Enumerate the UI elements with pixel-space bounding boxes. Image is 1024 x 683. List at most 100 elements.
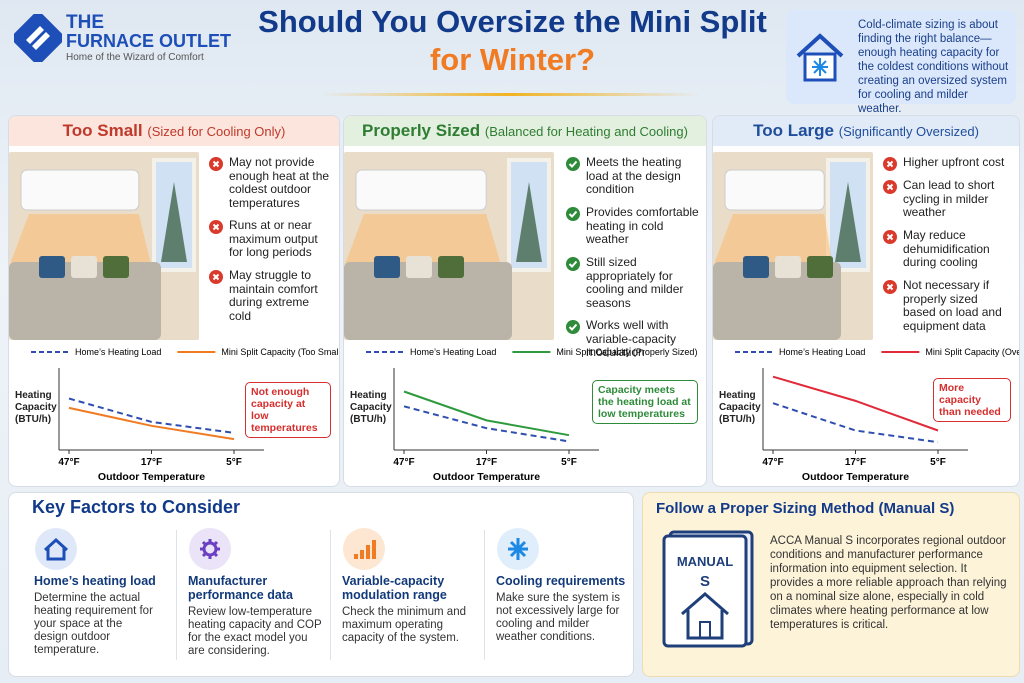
x-tick-label: 47°F xyxy=(762,457,783,468)
series-line xyxy=(403,390,570,437)
room-illustration xyxy=(713,152,873,340)
ac-unit xyxy=(355,169,487,211)
cross-icon xyxy=(883,157,897,171)
key-factors-title: Key Factors to Consider xyxy=(32,497,241,517)
x-tick-label: 17°F xyxy=(141,457,162,468)
factor: Variable-capacity modulation range Check … xyxy=(342,574,477,645)
panel-subtitle: (Sized for Cooling Only) xyxy=(147,124,286,139)
warm-air xyxy=(713,214,833,267)
icon-glyph xyxy=(212,273,220,281)
house-snow-icon xyxy=(796,33,844,82)
icon-glyph xyxy=(886,183,894,191)
factor-text: Make sure the system is not excessively … xyxy=(496,592,620,643)
brand-line1: THE xyxy=(66,12,104,33)
logo-icon xyxy=(14,14,62,62)
bullet-text: Higher upfront cost xyxy=(903,155,1005,169)
y-axis-label: Heating Capacity (BTU/h) xyxy=(350,390,392,425)
ac-unit xyxy=(724,169,825,211)
manual-s-title: Follow a Proper Sizing Method (Manual S) xyxy=(656,500,955,517)
panel-title: Too Small xyxy=(62,121,143,140)
icon-glyph xyxy=(886,233,894,241)
icon-glyph xyxy=(886,160,894,168)
factor-title: Manufacturer performance data xyxy=(188,574,293,602)
bullet-text: Can lead to short cycling in milder weat… xyxy=(903,178,995,219)
factor-icon xyxy=(189,528,231,570)
icon-glyph xyxy=(568,210,578,218)
series-line xyxy=(772,402,939,444)
tree xyxy=(516,182,542,262)
bullet-text: Runs at or near maximum output for long … xyxy=(229,218,318,259)
legend-label: Mini Split Capacity (Too Small) xyxy=(221,347,339,357)
factor: Manufacturer performance data Review low-… xyxy=(188,574,323,658)
line-chart: 47°F 17°F 5°F Outdoor Temperature Home’s Hea… xyxy=(31,347,339,483)
cross-icon xyxy=(209,220,223,234)
bullet-text: Provides comfortable heating in cold wea… xyxy=(586,205,699,246)
legend-label: Mini Split Capacity (Properly Sized) xyxy=(556,347,697,357)
cross-icon xyxy=(883,230,897,244)
tree xyxy=(835,182,861,262)
pillow xyxy=(374,256,400,278)
panel-title: Too Large xyxy=(753,121,835,140)
title-rule xyxy=(320,93,700,96)
x-tick-label: 47°F xyxy=(393,457,414,468)
series-line xyxy=(68,397,235,434)
pillow xyxy=(406,256,432,278)
pillow xyxy=(743,256,769,278)
intro-text: Cold-climate sizing is about finding the… xyxy=(858,19,1009,115)
factor-text: Review low-temperature heating capacity … xyxy=(188,606,322,657)
panel-subtitle: (Significantly Oversized) xyxy=(838,124,979,139)
bullet-text: Meets the heating load at the design con… xyxy=(586,155,682,196)
room-illustration xyxy=(9,152,199,340)
pillow xyxy=(39,256,65,278)
pillow xyxy=(807,256,833,278)
panel: Too Large (Significantly Oversized) Highe… xyxy=(712,115,1020,487)
series-line xyxy=(403,405,570,443)
x-tick-label: 17°F xyxy=(476,457,497,468)
ac-unit xyxy=(20,169,140,211)
icon-bg xyxy=(189,528,231,570)
tree xyxy=(161,182,187,262)
factor-title: Cooling requirements xyxy=(496,574,626,588)
icon-glyph xyxy=(886,283,894,291)
icon-glyph xyxy=(568,323,578,331)
book-line1: MANUAL xyxy=(677,554,733,569)
icon-glyph xyxy=(43,537,69,561)
x-axis-label: Outdoor Temperature xyxy=(802,471,909,483)
divider xyxy=(330,530,331,660)
sofa xyxy=(713,262,841,340)
panel-header: Too Small (Sized for Cooling Only) xyxy=(9,116,339,146)
bullet-text: May not provide enough heat at the colde… xyxy=(229,155,330,210)
room-picture xyxy=(9,152,199,340)
bullet-text: Works well with variable-capacity modula… xyxy=(586,318,677,359)
icon-bg xyxy=(35,528,77,570)
factor-title: Home’s heating load xyxy=(34,574,156,588)
bullet-text: Still sized appropriately for cooling an… xyxy=(586,255,684,310)
x-tick-label: 47°F xyxy=(58,457,79,468)
sofa xyxy=(9,262,161,340)
factor-icon xyxy=(497,528,539,570)
panel-header: Too Large (Significantly Oversized) xyxy=(713,116,1019,146)
panel-title: Properly Sized xyxy=(362,121,481,140)
factor: Home’s heating load Determine the actual … xyxy=(34,574,159,657)
x-tick-label: 5°F xyxy=(561,457,577,468)
legend-label: Mini Split Capacity (Oversized) xyxy=(925,347,1019,357)
check-icon xyxy=(566,257,580,271)
pillow xyxy=(71,256,97,278)
legend-label: Home’s Heating Load xyxy=(75,347,161,357)
panel-subtitle: (Balanced for Heating and Cooling) xyxy=(484,124,688,139)
factor: Cooling requirements Make sure the system… xyxy=(496,574,631,644)
gear-hub xyxy=(202,541,218,557)
y-axis-label: Heating Capacity (BTU/h) xyxy=(719,390,761,425)
icon-glyph xyxy=(568,260,578,268)
panel: Too Small (Sized for Cooling Only) May no… xyxy=(8,115,340,487)
callout: More capacity than needed xyxy=(933,378,1011,422)
icon-glyph xyxy=(568,160,578,168)
divider xyxy=(176,530,177,660)
icon-glyph xyxy=(508,538,528,560)
manual-book: MANUAL S xyxy=(662,530,754,648)
icon-glyph xyxy=(200,539,220,559)
line-chart: 47°F 17°F 5°F Outdoor Temperature Home’s Hea… xyxy=(366,347,697,483)
sofa xyxy=(344,262,512,340)
key-factors-box xyxy=(8,492,634,677)
